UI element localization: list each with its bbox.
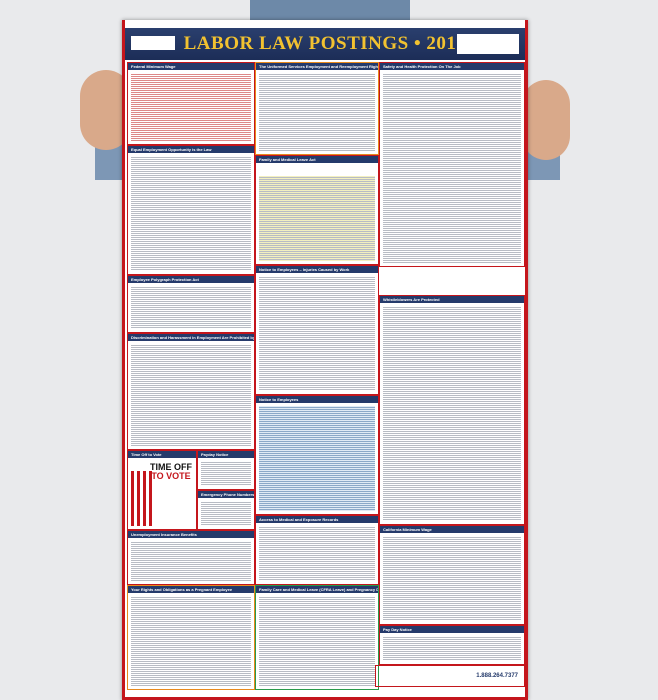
poster-footer: 1.888.264.7377 [375, 665, 525, 687]
section-title: Time Off to Vote [128, 451, 196, 458]
section-title: Your Rights and Obligations as a Pregnan… [128, 586, 254, 593]
section-userra: The Uniformed Services Employment and Re… [255, 62, 379, 155]
poster-header: LABOR LAW POSTINGS • 2018 [125, 28, 525, 60]
section-pregnant-employee: Your Rights and Obligations as a Pregnan… [127, 585, 255, 690]
footer-phone: 1.888.264.7377 [476, 673, 518, 679]
section-cfra: Family Care and Medical Leave (CFRA Leav… [255, 585, 379, 690]
section-title: Safety and Health Protection On The Job [380, 63, 524, 70]
section-title: Pay Day Notice [380, 626, 524, 633]
section-injuries-caused-by-work: Notice to Employees – Injuries Caused by… [255, 265, 379, 395]
section-polygraph: Employee Polygraph Protection Act [127, 275, 255, 333]
qr-code [131, 36, 175, 50]
section-title: Employee Polygraph Protection Act [128, 276, 254, 283]
section-title: Access to Medical and Exposure Records [256, 516, 378, 523]
section-title: Whistleblowers Are Protected [380, 296, 524, 303]
section-medical-records: Access to Medical and Exposure Records [255, 515, 379, 585]
section-title: Payday Notice [198, 451, 254, 458]
labor-law-poster: LABOR LAW POSTINGS • 2018 Federal Minimu… [122, 20, 528, 700]
section-whistleblowers: Whistleblowers Are Protected [379, 295, 525, 525]
section-pay-day-notice: Pay Day Notice [379, 625, 525, 665]
section-federal-minimum-wage: Federal Minimum Wage [127, 62, 255, 145]
section-california-minimum-wage: California Minimum Wage [379, 525, 525, 625]
section-unemployment: Unemployment Insurance Benefits [127, 530, 255, 585]
section-emergency-numbers: Emergency Phone Numbers [197, 490, 255, 530]
section-title: Discrimination and Harassment in Employm… [128, 334, 254, 341]
section-discrimination: Discrimination and Harassment in Employm… [127, 333, 255, 450]
section-title: Family and Medical Leave Act [256, 156, 378, 163]
section-title: Emergency Phone Numbers [198, 491, 254, 498]
section-fmla: Family and Medical Leave Act [255, 155, 379, 265]
section-title: Unemployment Insurance Benefits [128, 531, 254, 538]
section-title: Notice to Employees – Injuries Caused by… [256, 266, 378, 273]
poster-title: LABOR LAW POSTINGS • 2018 [183, 33, 467, 54]
section-title: Equal Employment Opportunity is the Law [128, 146, 254, 153]
section-title: Federal Minimum Wage [128, 63, 254, 70]
right-hand [522, 80, 570, 160]
section-title: Family Care and Medical Leave (CFRA Leav… [256, 586, 378, 593]
section-osha: Safety and Health Protection On The Job [379, 62, 525, 267]
section-title: Notice to Employees [256, 396, 378, 403]
section-notice-to-employees: Notice to Employees [255, 395, 379, 515]
section-title: California Minimum Wage [380, 526, 524, 533]
section-eeo: Equal Employment Opportunity is the Law [127, 145, 255, 275]
vote-heading: TIME OFF TO VOTE [150, 462, 192, 481]
update-info-box [457, 34, 519, 54]
ballot-box-icon [131, 471, 153, 526]
section-title: The Uniformed Services Employment and Re… [256, 63, 378, 70]
section-time-off-to-vote: Time Off to Vote TIME OFF TO VOTE [127, 450, 197, 530]
section-payday-notice: Payday Notice [197, 450, 255, 490]
